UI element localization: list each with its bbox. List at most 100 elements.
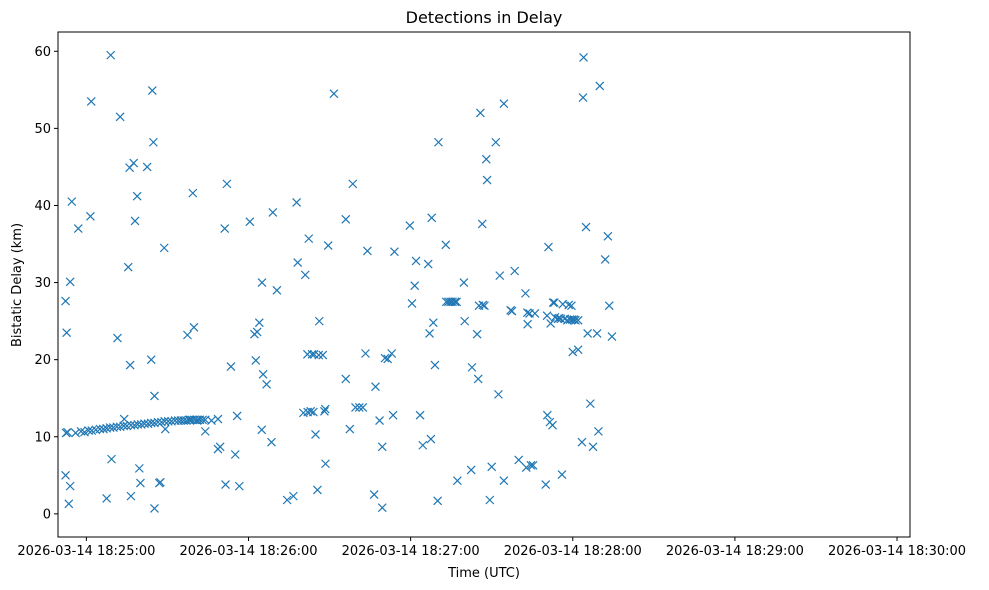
scatter-point bbox=[234, 481, 244, 491]
scatter-point bbox=[430, 360, 440, 370]
scatter-point bbox=[433, 496, 443, 506]
scatter-point bbox=[473, 374, 483, 384]
scatter-point bbox=[345, 424, 355, 434]
scatter-point bbox=[123, 262, 133, 272]
scatter-point bbox=[600, 255, 610, 264]
scatter-point bbox=[377, 503, 387, 513]
scatter-point bbox=[548, 298, 558, 308]
y-tick-label: 60 bbox=[34, 45, 51, 60]
scatter-point bbox=[132, 191, 142, 201]
scatter-point bbox=[262, 379, 272, 389]
scatter-point bbox=[215, 442, 225, 452]
plot-area bbox=[61, 50, 617, 513]
scatter-point bbox=[107, 454, 116, 464]
scatter-point bbox=[362, 246, 372, 256]
scatter-point bbox=[200, 426, 210, 436]
scatter-point bbox=[427, 213, 437, 223]
y-axis-label: Bistatic Delay (km) bbox=[10, 223, 25, 347]
scatter-point bbox=[351, 403, 360, 412]
scatter-point bbox=[507, 306, 517, 316]
scatter-point bbox=[320, 404, 330, 414]
scatter-point bbox=[579, 53, 588, 62]
scatter-point bbox=[129, 158, 139, 168]
scatter-point bbox=[119, 414, 129, 424]
scatter-point bbox=[528, 460, 538, 470]
x-axis-ticks: 2026-03-14 18:25:00 2026-03-14 18:26:00 20… bbox=[17, 537, 966, 559]
scatter-point bbox=[341, 374, 351, 384]
scatter-point bbox=[221, 480, 230, 489]
scatter-point bbox=[485, 495, 495, 505]
scatter-point bbox=[84, 426, 93, 436]
scatter-point bbox=[530, 308, 540, 318]
scatter-point bbox=[73, 224, 83, 234]
scatter-point bbox=[252, 327, 262, 337]
y-tick-label: 10 bbox=[34, 430, 51, 445]
scatter-point bbox=[134, 463, 144, 473]
y-tick-label: 0 bbox=[43, 507, 51, 522]
scatter-point bbox=[113, 333, 122, 343]
scatter-point bbox=[361, 349, 370, 358]
scatter-point bbox=[482, 175, 492, 185]
scatter-point bbox=[448, 297, 457, 307]
scatter-point bbox=[142, 162, 152, 172]
scatter-point bbox=[607, 332, 617, 341]
scatter-point bbox=[321, 459, 330, 469]
scatter-point bbox=[452, 476, 462, 486]
scatter-point bbox=[460, 316, 470, 326]
scatter-point bbox=[230, 450, 240, 459]
scatter-point bbox=[348, 179, 358, 189]
scatter-point bbox=[592, 329, 602, 338]
scatter-point bbox=[548, 420, 557, 430]
scatter-point bbox=[495, 271, 505, 281]
scatter-point bbox=[522, 308, 532, 318]
scatter-point bbox=[585, 399, 595, 409]
scatter-point bbox=[418, 440, 428, 450]
scatter-point bbox=[304, 234, 314, 244]
scatter-point bbox=[428, 318, 438, 328]
scatter-point bbox=[369, 490, 379, 500]
scatter-point bbox=[159, 243, 169, 253]
scatter-point bbox=[226, 362, 236, 372]
scatter-point bbox=[523, 319, 533, 329]
scatter-point bbox=[481, 154, 491, 164]
scatter-point bbox=[426, 434, 436, 444]
y-tick-label: 30 bbox=[34, 276, 51, 291]
scatter-point bbox=[375, 416, 384, 426]
scatter-point bbox=[595, 81, 605, 91]
x-tick-label: 2026-03-14 18:27:00 bbox=[342, 544, 480, 559]
scatter-point bbox=[441, 240, 451, 250]
scatter-point bbox=[491, 137, 501, 147]
scatter-point bbox=[245, 217, 255, 227]
scatter-point bbox=[371, 382, 380, 392]
plot-frame bbox=[57, 31, 911, 538]
scatter-point bbox=[603, 231, 613, 241]
scatter-point bbox=[581, 222, 591, 232]
scatter-point bbox=[521, 463, 531, 473]
x-axis-label: Time (UTC) bbox=[447, 566, 520, 581]
scatter-point bbox=[341, 214, 351, 224]
scatter-point bbox=[282, 495, 292, 505]
y-tick-label: 40 bbox=[34, 199, 51, 214]
scatter-point bbox=[67, 197, 77, 207]
scatter-point bbox=[544, 242, 553, 252]
scatter-point bbox=[588, 442, 598, 452]
scatter-point bbox=[510, 266, 520, 276]
scatter-point bbox=[65, 481, 75, 491]
scatter-point bbox=[566, 301, 576, 311]
chart-title: Detections in Delay bbox=[406, 8, 563, 27]
scatter-point bbox=[308, 407, 318, 417]
scatter-point bbox=[410, 281, 420, 291]
x-tick-label: 2026-03-14 18:25:00 bbox=[17, 544, 155, 559]
scatter-point bbox=[380, 353, 390, 363]
scatter-point bbox=[288, 491, 298, 501]
scatter-point bbox=[499, 99, 509, 109]
scatter-point bbox=[450, 297, 460, 307]
scatter-point bbox=[314, 350, 324, 360]
scatter-point bbox=[257, 278, 267, 287]
scatter-point bbox=[444, 297, 453, 307]
scatter-point bbox=[267, 437, 276, 447]
scatter-point bbox=[557, 470, 567, 479]
scatter-point bbox=[65, 277, 75, 287]
scatter-point bbox=[312, 485, 322, 495]
